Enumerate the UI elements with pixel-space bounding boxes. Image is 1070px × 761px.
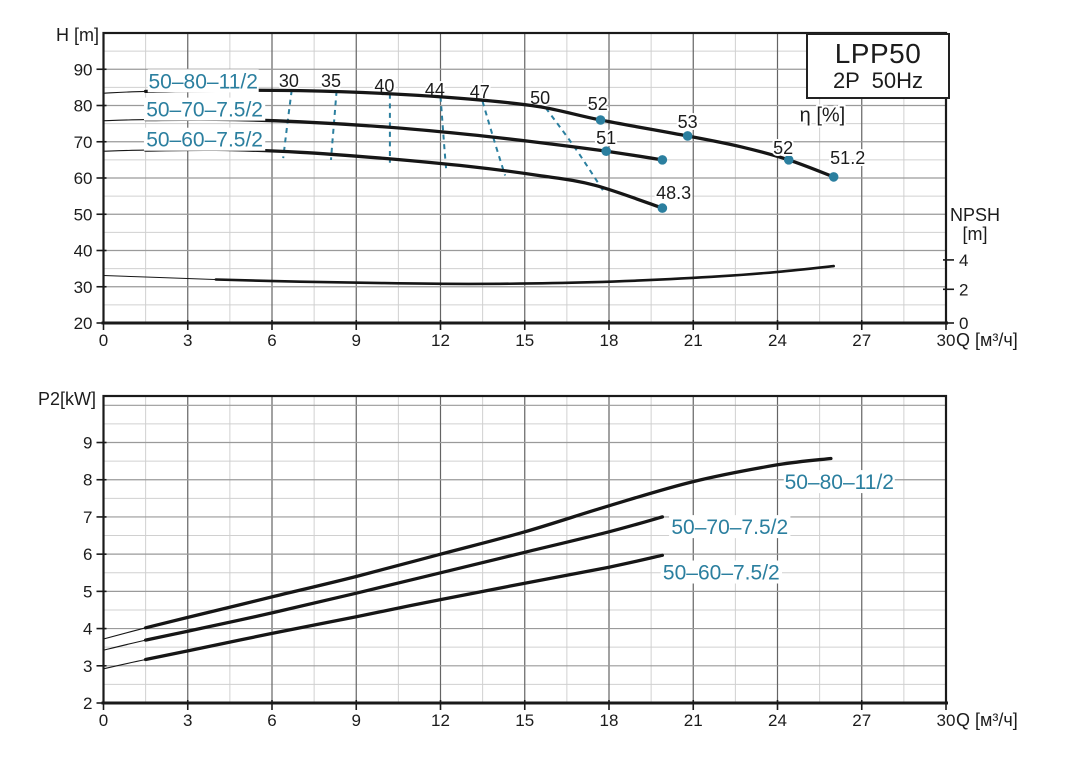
q-axis-label-top: Q [м³/ч] bbox=[956, 330, 1018, 350]
efficiency-point bbox=[601, 146, 611, 156]
x-tick-label: 24 bbox=[768, 331, 787, 350]
x-tick-label: 21 bbox=[684, 711, 703, 730]
curve-label-50-80-11-2: 50–80–11/2 bbox=[149, 70, 258, 93]
x-tick-label: 12 bbox=[431, 711, 450, 730]
title-box: LPP50 2P 50Hz bbox=[806, 33, 950, 99]
y-tick-label: 9 bbox=[83, 434, 92, 453]
efficiency-contour-30 bbox=[282, 90, 293, 159]
pump-curve-50-70-7-5-2 bbox=[143, 515, 665, 642]
pump-model-title: LPP50 bbox=[834, 38, 922, 69]
x-tick-label: 30 bbox=[937, 331, 956, 350]
npsh-tick-label: 2 bbox=[959, 280, 968, 299]
curve-label-bg bbox=[143, 127, 266, 151]
y-tick-label: 60 bbox=[74, 169, 93, 188]
efficiency-point-label: 48.3 bbox=[656, 183, 691, 203]
x-tick-label: 30 bbox=[937, 711, 956, 730]
npsh-tick-label: 4 bbox=[959, 251, 968, 270]
efficiency-point-label: 52 bbox=[588, 94, 608, 114]
x-tick-label: 18 bbox=[600, 331, 619, 350]
x-tick-label: 9 bbox=[352, 331, 361, 350]
y-tick-label: 40 bbox=[74, 242, 93, 261]
efficiency-point bbox=[595, 115, 606, 125]
x-tick-label: 27 bbox=[852, 711, 871, 730]
efficiency-point-label: 51.2 bbox=[830, 148, 865, 168]
y-tick-label: 6 bbox=[83, 545, 92, 564]
efficiency-contour-label-30: 30 bbox=[279, 71, 299, 91]
p2-axis-label: P2[kW] bbox=[38, 389, 97, 409]
h-axis-label: H [m] bbox=[56, 25, 99, 45]
x-tick-label: 6 bbox=[267, 711, 276, 730]
y-tick-label: 50 bbox=[74, 205, 93, 224]
efficiency-point bbox=[657, 203, 668, 213]
x-tick-label: 24 bbox=[768, 711, 787, 730]
efficiency-point bbox=[783, 155, 794, 165]
y-tick-label: 2 bbox=[83, 694, 92, 713]
pump-curve-50-60-7-5-2 bbox=[143, 147, 665, 210]
y-tick-label: 3 bbox=[83, 657, 92, 676]
efficiency-contour-label-35: 35 bbox=[321, 71, 341, 91]
y-tick-label: 4 bbox=[83, 620, 92, 639]
y-tick-label: 80 bbox=[74, 97, 93, 116]
curve-label-bg bbox=[669, 515, 791, 539]
pump-curve-50-60-7-5-2 bbox=[143, 553, 665, 662]
y-tick-label: 20 bbox=[74, 314, 93, 333]
curve-label-bg bbox=[783, 470, 895, 494]
npsh-curve bbox=[214, 264, 835, 286]
x-tick-label: 0 bbox=[99, 711, 108, 730]
efficiency-point bbox=[828, 172, 839, 182]
curve-label-bg bbox=[143, 97, 266, 121]
curve-label-50-60-7-5-2: 50–60–7.5/2 bbox=[146, 129, 263, 152]
efficiency-contour-35 bbox=[330, 90, 338, 160]
npsh-tick-label: 0 bbox=[959, 314, 968, 333]
y-tick-label: 90 bbox=[74, 60, 93, 79]
y-tick-label: 7 bbox=[83, 508, 92, 527]
x-tick-label: 18 bbox=[600, 711, 619, 730]
efficiency-point bbox=[657, 155, 668, 165]
x-tick-label: 15 bbox=[515, 711, 534, 730]
x-tick-label: 21 bbox=[684, 331, 703, 350]
eta-axis-label: η [%] bbox=[800, 105, 846, 127]
x-tick-label: 12 bbox=[431, 331, 450, 350]
y-tick-label: 8 bbox=[83, 471, 92, 490]
curve-label-50-80-11-2: 50–80–11/2 bbox=[785, 471, 894, 494]
npsh-axis-label-line2: [m] bbox=[962, 224, 988, 244]
y-tick-label: 30 bbox=[74, 278, 93, 297]
x-tick-label: 3 bbox=[183, 711, 192, 730]
x-tick-label: 0 bbox=[99, 331, 108, 350]
pump-curve-50-80-11-2 bbox=[143, 88, 836, 179]
x-tick-label: 9 bbox=[352, 711, 361, 730]
efficiency-point-label: 52 bbox=[773, 138, 793, 158]
efficiency-contour-47 bbox=[481, 101, 507, 176]
y-tick-label: 70 bbox=[74, 133, 93, 152]
efficiency-point-label: 53 bbox=[678, 112, 698, 132]
curve-label-50-70-7-5-2: 50–70–7.5/2 bbox=[146, 99, 263, 122]
x-tick-label: 27 bbox=[852, 331, 871, 350]
pump-spec-subtitle: 2P 50Hz bbox=[832, 68, 924, 93]
x-tick-label: 6 bbox=[267, 331, 276, 350]
curve-label-bg bbox=[660, 560, 782, 584]
curve-label-50-70-7-5-2: 50–70–7.5/2 bbox=[671, 516, 788, 539]
efficiency-point-label: 51 bbox=[596, 128, 616, 148]
y-tick-label: 5 bbox=[83, 582, 92, 601]
curve-label-bg bbox=[147, 69, 259, 93]
npsh-axis-label: NPSH [m] bbox=[946, 206, 1004, 244]
pump-curve-50-80-11-2 bbox=[143, 456, 833, 630]
x-tick-label: 3 bbox=[183, 331, 192, 350]
npsh-axis-label-line1: NPSH bbox=[949, 205, 1000, 225]
x-tick-label: 15 bbox=[515, 331, 534, 350]
q-axis-label-bottom: Q [м³/ч] bbox=[956, 710, 1018, 730]
efficiency-point bbox=[682, 131, 693, 141]
curve-label-50-60-7-5-2: 50–60–7.5/2 bbox=[663, 562, 780, 585]
